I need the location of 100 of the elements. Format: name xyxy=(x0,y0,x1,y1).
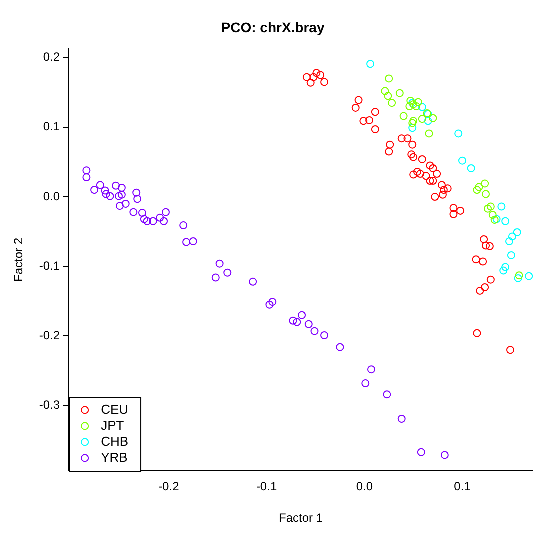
point xyxy=(362,380,370,388)
point xyxy=(116,202,124,210)
point xyxy=(508,232,516,241)
point xyxy=(525,272,533,280)
point xyxy=(473,186,482,194)
legend-label: YRB xyxy=(101,450,128,465)
point xyxy=(366,60,375,68)
point xyxy=(438,181,446,190)
point xyxy=(458,156,467,165)
point xyxy=(486,276,495,284)
point xyxy=(224,268,232,277)
point xyxy=(416,170,424,178)
point xyxy=(408,140,417,149)
x-tick-label: -0.1 xyxy=(256,480,278,494)
point xyxy=(418,115,426,124)
point xyxy=(122,200,130,208)
point xyxy=(418,103,426,112)
y-axis-title: Factor 2 xyxy=(12,238,26,282)
y-tick-label: 0.2 xyxy=(43,50,60,64)
point xyxy=(480,235,488,244)
point xyxy=(316,71,325,80)
point xyxy=(410,170,418,179)
point xyxy=(406,96,415,105)
point xyxy=(396,89,404,98)
point xyxy=(310,73,318,82)
point xyxy=(398,415,406,424)
point xyxy=(162,208,170,216)
point xyxy=(385,74,394,83)
y-tick-label: -0.3 xyxy=(39,398,60,412)
point xyxy=(433,170,442,178)
point xyxy=(266,300,274,309)
point xyxy=(440,186,448,194)
point xyxy=(268,298,277,306)
point xyxy=(410,117,418,126)
point xyxy=(488,211,497,220)
point xyxy=(440,451,449,460)
point xyxy=(82,166,91,175)
y-tick-label: 0.0 xyxy=(43,189,60,204)
point xyxy=(498,202,506,211)
point xyxy=(101,186,110,195)
point xyxy=(456,206,465,215)
point xyxy=(371,126,380,134)
point xyxy=(472,256,480,264)
point xyxy=(189,238,198,246)
legend-label: CEU xyxy=(101,402,129,417)
point xyxy=(320,78,329,86)
point xyxy=(354,96,363,104)
point xyxy=(160,217,168,226)
point xyxy=(90,186,99,194)
point xyxy=(422,172,430,180)
y-tick-label: 0.1 xyxy=(43,120,60,134)
point xyxy=(182,238,191,246)
x-axis-title: Factor 1 xyxy=(279,511,324,526)
point xyxy=(383,390,392,399)
point xyxy=(424,117,432,126)
point xyxy=(312,69,321,78)
point xyxy=(310,327,319,336)
point xyxy=(408,150,416,159)
point xyxy=(429,164,438,172)
point xyxy=(438,190,447,199)
point xyxy=(106,192,114,200)
point xyxy=(102,190,110,198)
point xyxy=(502,217,510,226)
point xyxy=(414,168,422,176)
point xyxy=(486,242,494,250)
point xyxy=(412,102,421,111)
point xyxy=(138,209,146,218)
point xyxy=(366,116,374,124)
point xyxy=(118,190,126,199)
point xyxy=(513,228,522,237)
point xyxy=(156,214,164,222)
point xyxy=(408,119,417,128)
point xyxy=(398,134,406,143)
point xyxy=(336,343,344,352)
legend-label: JPT xyxy=(101,418,124,433)
point xyxy=(114,192,123,200)
point xyxy=(417,448,426,456)
point xyxy=(360,117,368,126)
point xyxy=(82,174,91,182)
point xyxy=(482,242,490,250)
point xyxy=(306,78,315,87)
chart-title: PCO: chrX.bray xyxy=(221,19,325,36)
point xyxy=(414,98,422,106)
point xyxy=(410,153,418,162)
point xyxy=(368,366,376,374)
point xyxy=(429,114,438,122)
point xyxy=(352,104,360,112)
point xyxy=(514,274,522,282)
point xyxy=(134,195,142,204)
point xyxy=(481,180,490,188)
point xyxy=(515,272,524,280)
point xyxy=(385,148,394,156)
point xyxy=(388,99,396,108)
point xyxy=(408,124,417,132)
point xyxy=(293,318,302,326)
point xyxy=(180,222,188,230)
point xyxy=(482,190,490,198)
point xyxy=(473,329,482,338)
x-tick-label: 0.1 xyxy=(454,480,472,494)
point xyxy=(426,177,434,186)
